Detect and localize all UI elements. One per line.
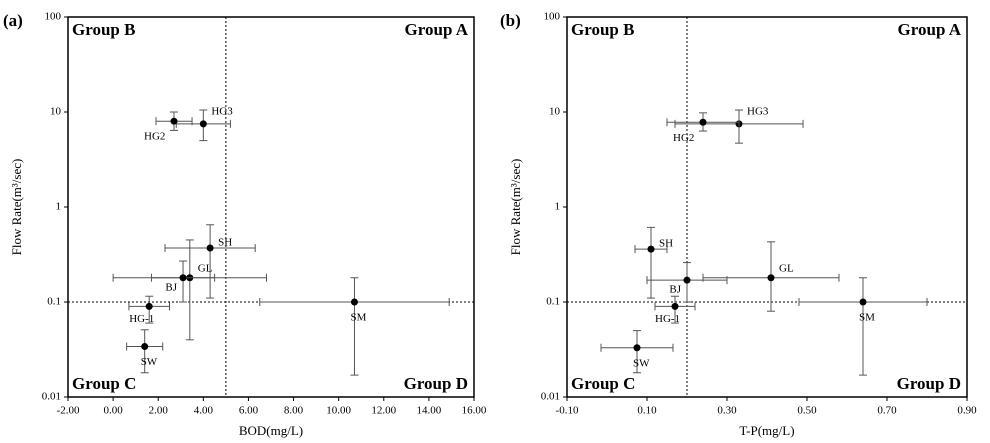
y-tick-label: 1 <box>56 201 62 213</box>
plot-frame <box>67 16 475 398</box>
point-label: SW <box>633 357 650 369</box>
group-label: Group D <box>404 374 468 393</box>
point <box>206 244 214 252</box>
group-label: Group A <box>405 20 469 39</box>
y-tick-label: 0.1 <box>546 296 560 308</box>
point <box>199 120 207 128</box>
point <box>633 344 641 352</box>
x-tick-label: 0.00 <box>103 405 123 417</box>
group-label: Group C <box>72 374 136 393</box>
group-label: Group B <box>571 20 634 39</box>
point-label: HG3 <box>747 105 769 117</box>
point-label: HG3 <box>211 105 233 117</box>
y-tick-label: 0.01 <box>541 391 560 403</box>
point <box>699 118 707 126</box>
point <box>671 302 679 310</box>
point-label: SH <box>218 237 232 249</box>
x-tick-label: 4.00 <box>194 405 214 417</box>
point <box>767 274 775 282</box>
y-tick-label: 10 <box>50 106 62 118</box>
point-label: HG-1 <box>129 313 154 325</box>
x-tick-label: 0.10 <box>637 405 657 417</box>
y-tick-label: 0.01 <box>42 391 61 403</box>
plot-frame <box>566 16 968 398</box>
x-axis-label: T-P(mg/L) <box>739 423 794 438</box>
x-axis-label: BOD(mg/L) <box>239 423 303 438</box>
x-tick-label: 10.00 <box>326 405 351 417</box>
point <box>859 298 867 306</box>
point-label: GL <box>198 262 213 274</box>
point <box>683 276 691 284</box>
point-label: BJ <box>669 284 681 296</box>
point-label: SM <box>350 312 366 324</box>
point-label: SW <box>141 356 158 368</box>
x-tick-label: 0.90 <box>957 405 977 417</box>
group-label: Group C <box>571 374 635 393</box>
point <box>179 274 187 282</box>
y-tick-label: 100 <box>544 11 561 23</box>
point-label: SM <box>859 312 875 324</box>
point-label: HG-1 <box>655 313 680 325</box>
y-tick-label: 1 <box>555 201 561 213</box>
point <box>145 302 153 310</box>
x-tick-label: 2.00 <box>149 405 169 417</box>
group-label: Group B <box>72 20 135 39</box>
x-tick-label: 0.30 <box>717 405 737 417</box>
point <box>141 343 149 351</box>
point <box>350 298 358 306</box>
y-axis-label: Flow Rate(m³/sec) <box>508 159 523 256</box>
y-tick-label: 0.1 <box>47 296 61 308</box>
x-tick-label: 0.50 <box>797 405 817 417</box>
y-tick-label: 100 <box>45 11 62 23</box>
point-label: HG2 <box>144 131 165 143</box>
point-label: HG2 <box>673 132 694 144</box>
panel-label: (a) <box>3 11 23 30</box>
point-label: SH <box>659 238 673 250</box>
x-tick-label: -0.10 <box>556 405 579 417</box>
x-tick-label: 8.00 <box>284 405 304 417</box>
point-label: GL <box>779 262 794 274</box>
point-label: BJ <box>165 281 177 293</box>
x-tick-label: 12.00 <box>371 405 396 417</box>
point <box>170 117 178 125</box>
x-tick-label: 16.00 <box>462 405 487 417</box>
x-tick-label: 6.00 <box>239 405 259 417</box>
group-label: Group A <box>898 20 962 39</box>
panel-label: (b) <box>500 11 521 30</box>
point <box>647 245 655 253</box>
x-tick-label: 0.70 <box>877 405 897 417</box>
x-tick-label: 14.00 <box>417 405 442 417</box>
x-tick-label: -2.00 <box>57 405 80 417</box>
y-tick-label: 10 <box>549 106 561 118</box>
y-axis-label: Flow Rate(m³/sec) <box>9 159 24 256</box>
group-label: Group D <box>897 374 961 393</box>
